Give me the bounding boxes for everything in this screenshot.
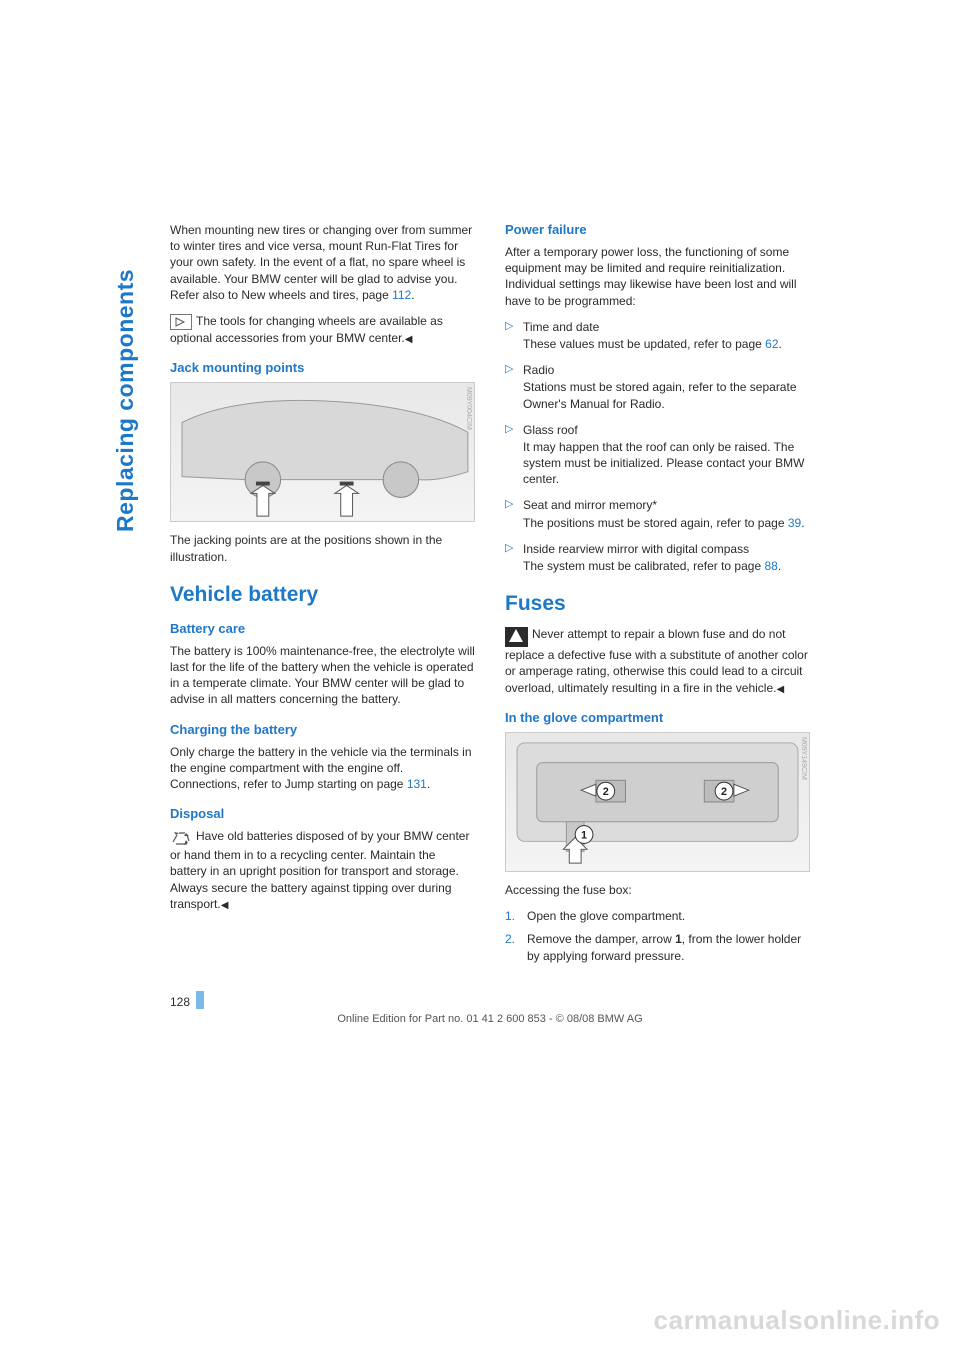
figure-jack-points: M09Y004CIM	[170, 382, 475, 522]
watermark: carmanualsonline.info	[654, 1305, 940, 1336]
note-icon	[170, 314, 192, 330]
right-column: Power failure After a temporary power lo…	[505, 222, 810, 971]
note-text: The tools for changing wheels are availa…	[170, 314, 443, 345]
item-label: Glass roof	[523, 423, 578, 437]
fuses-warning-text: Never attempt to repair a blown fuse and…	[505, 627, 808, 694]
list-item: 2. Remove the damper, arrow 1, from the …	[505, 931, 810, 963]
list-item: Glass roof It may happen that the roof c…	[505, 422, 810, 488]
page-content: When mounting new tires or changing over…	[170, 222, 810, 1025]
figure-code: M09Y004CIM	[465, 387, 472, 430]
disposal-body: Have old batteries disposed of by your B…	[170, 829, 469, 911]
heading-battery-care: Battery care	[170, 621, 475, 636]
item-text: Stations must be stored again, refer to …	[523, 379, 810, 411]
item-text: The positions must be stored again, refe…	[523, 516, 788, 530]
heading-disposal: Disposal	[170, 806, 475, 821]
svg-text:1: 1	[581, 830, 587, 842]
step-text: Open the glove compartment.	[527, 909, 685, 923]
section-tab: Replacing components	[112, 222, 138, 532]
item-text-b: .	[778, 559, 781, 573]
item-label: Inside rearview mirror with digital comp…	[523, 542, 749, 556]
power-failure-list: Time and date These values must be updat…	[505, 319, 810, 574]
list-item: 1. Open the glove compartment.	[505, 908, 810, 924]
page-number-block	[196, 991, 204, 1009]
page-number: 128	[170, 995, 190, 1009]
list-item: Radio Stations must be stored again, ref…	[505, 362, 810, 412]
page-link-88[interactable]: 88	[764, 559, 777, 573]
warning-icon	[505, 627, 528, 647]
item-text: These values must be updated, refer to p…	[523, 337, 765, 351]
fuse-steps: 1. Open the glove compartment. 2. Remove…	[505, 908, 810, 964]
step-number: 1.	[505, 908, 515, 924]
fuses-warning: Never attempt to repair a blown fuse and…	[505, 626, 810, 696]
heading-power-failure: Power failure	[505, 222, 810, 237]
step-text-a: Remove the damper, arrow	[527, 932, 675, 946]
disposal-text: Have old batteries disposed of by your B…	[170, 828, 475, 912]
heading-glove-compartment: In the glove compartment	[505, 710, 810, 725]
svg-text:2: 2	[603, 786, 609, 798]
end-marker: ◀	[221, 900, 229, 911]
intro-text-a: When mounting new tires or changing over…	[170, 223, 472, 302]
glove-intro: Accessing the fuse box:	[505, 882, 810, 898]
star-icon: *	[652, 498, 657, 512]
figure-glove-compartment: 2 2 1 M09Y149CIM	[505, 732, 810, 872]
item-label: Radio	[523, 363, 554, 377]
recycle-icon	[170, 829, 192, 847]
item-label: Seat and mirror memory	[523, 498, 652, 512]
intro-text-b: .	[411, 288, 414, 302]
heading-fuses: Fuses	[505, 592, 810, 616]
item-label: Time and date	[523, 320, 599, 334]
item-text: It may happen that the roof can only be …	[523, 439, 810, 488]
power-failure-intro: After a temporary power loss, the functi…	[505, 244, 810, 309]
charge-text-b: .	[427, 777, 430, 791]
page-link-112[interactable]: 112	[392, 288, 411, 302]
list-item: Inside rearview mirror with digital comp…	[505, 541, 810, 574]
intro-paragraph: When mounting new tires or changing over…	[170, 222, 475, 303]
page-link-39[interactable]: 39	[788, 516, 801, 530]
heading-vehicle-battery: Vehicle battery	[170, 583, 475, 607]
heading-jack-points: Jack mounting points	[170, 360, 475, 375]
list-item: Seat and mirror memory* The positions mu…	[505, 497, 810, 530]
page-link-131[interactable]: 131	[407, 777, 427, 791]
item-text-b: .	[801, 516, 804, 530]
item-text-b: .	[779, 337, 782, 351]
page-number-bar: 128	[170, 991, 810, 1009]
list-item: Time and date These values must be updat…	[505, 319, 810, 352]
battery-care-text: The battery is 100% maintenance-free, th…	[170, 643, 475, 708]
edition-line: Online Edition for Part no. 01 41 2 600 …	[170, 1013, 810, 1025]
end-marker: ◀	[776, 684, 784, 695]
step-number: 2.	[505, 931, 515, 947]
end-marker: ◀	[405, 334, 413, 345]
page-link-62[interactable]: 62	[765, 337, 778, 351]
svg-text:2: 2	[721, 786, 727, 798]
item-text: The system must be calibrated, refer to …	[523, 559, 764, 573]
wheel-tools-note: The tools for changing wheels are availa…	[170, 313, 475, 347]
charging-text: Only charge the battery in the vehicle v…	[170, 744, 475, 793]
step-bold: 1	[675, 932, 682, 946]
left-column: When mounting new tires or changing over…	[170, 222, 475, 971]
figure-code: M09Y149CIM	[800, 737, 807, 780]
jack-caption: The jacking points are at the positions …	[170, 532, 475, 564]
heading-charging: Charging the battery	[170, 722, 475, 737]
